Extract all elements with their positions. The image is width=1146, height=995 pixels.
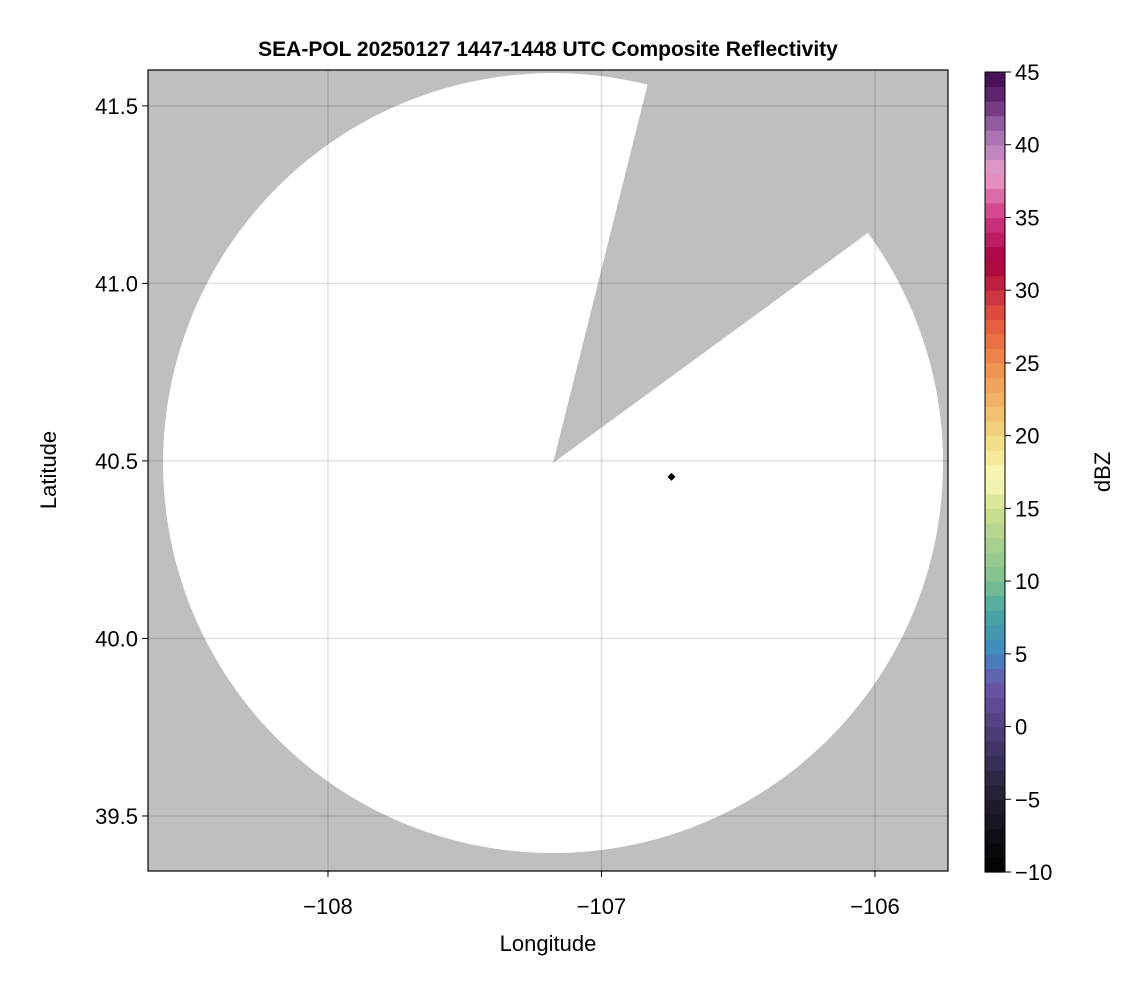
colorbar-bin: [985, 668, 1005, 684]
colorbar-bin: [985, 304, 1005, 320]
colorbar-bin: [985, 493, 1005, 509]
colorbar-bin: [985, 799, 1005, 815]
colorbar-bin: [985, 232, 1005, 248]
x-tick-label: −106: [850, 894, 900, 919]
y-tick-label: 41.5: [95, 94, 138, 119]
colorbar-tick-label: −10: [1015, 860, 1052, 885]
chart-title: SEA-POL 20250127 1447-1448 UTC Composite…: [258, 38, 838, 61]
colorbar-bin: [985, 435, 1005, 451]
colorbar-bin: [985, 610, 1005, 626]
colorbar-bin: [985, 217, 1005, 233]
colorbar-frame: [984, 71, 1006, 873]
colorbar-bin: [985, 784, 1005, 800]
x-tick-label: −108: [303, 894, 353, 919]
colorbar-bin: [985, 450, 1005, 466]
colorbar-tick-label: 15: [1015, 496, 1039, 521]
colorbar-tick-label: 45: [1015, 60, 1039, 85]
colorbar-bin: [985, 682, 1005, 699]
colorbar-bin: [985, 537, 1005, 553]
colorbar-tick-label: 25: [1015, 351, 1039, 376]
colorbar-bin: [985, 712, 1005, 728]
colorbar-bin: [985, 479, 1005, 495]
colorbar-bin: [985, 552, 1005, 568]
y-tick-label: 39.5: [95, 804, 138, 829]
radar-site-marker: [667, 472, 676, 481]
colorbar-bin: [985, 202, 1005, 219]
colorbar-bin: [985, 406, 1005, 422]
colorbar-bin: [985, 581, 1005, 597]
colorbar-bin: [985, 421, 1005, 437]
radar-coverage-area: [163, 73, 944, 854]
colorbar-bin: [985, 72, 1005, 88]
y-tick-label: 41.0: [95, 271, 138, 296]
colorbar-bin: [985, 333, 1005, 349]
colorbar-bin: [985, 828, 1005, 844]
colorbar-tick-label: −5: [1015, 787, 1040, 812]
colorbar-bin: [985, 697, 1005, 713]
colorbar-tick-label: 5: [1015, 642, 1027, 667]
colorbar-bin: [985, 726, 1005, 742]
plot-area: −108 −107 −106 39.5 40.0 40.5 41.0 41.5: [95, 69, 949, 919]
colorbar-bin: [985, 290, 1005, 306]
colorbar-bin: [985, 377, 1005, 393]
x-tick-label: −107: [577, 894, 627, 919]
colorbar: −10 −5 0 5 10 15 20 25 30 35 40 45: [984, 60, 1052, 885]
colorbar-bin: [985, 464, 1005, 480]
colorbar-bin: [985, 188, 1005, 204]
colorbar-bin: [985, 348, 1005, 364]
colorbar-bin: [985, 115, 1005, 131]
colorbar-bin: [985, 653, 1005, 669]
colorbar-bin: [985, 362, 1005, 379]
colorbar-bin: [985, 842, 1005, 859]
plot-frame: [147, 69, 949, 872]
colorbar-bin: [985, 755, 1005, 771]
colorbar-bin: [985, 508, 1005, 524]
y-axis-label: Latitude: [36, 431, 61, 509]
colorbar-bin: [985, 101, 1005, 117]
colorbar-tick-label: 30: [1015, 278, 1039, 303]
colorbar-bin: [985, 173, 1005, 189]
colorbar-bin: [985, 275, 1005, 291]
colorbar-label: dBZ: [1090, 452, 1115, 492]
colorbar-tick-label: 20: [1015, 424, 1039, 449]
colorbar-bin: [985, 159, 1005, 175]
colorbar-tick-label: 35: [1015, 205, 1039, 230]
colorbar-tick-label: 0: [1015, 715, 1027, 740]
colorbar-tick-label: 10: [1015, 569, 1039, 594]
colorbar-bin: [985, 639, 1005, 655]
colorbar-bin: [985, 130, 1005, 146]
colorbar-bin: [985, 741, 1005, 757]
y-tick-label: 40.0: [95, 626, 138, 651]
colorbar-bin: [985, 392, 1005, 408]
y-tick-label: 40.5: [95, 449, 138, 474]
x-axis-label: Longitude: [500, 931, 597, 956]
colorbar-bin: [985, 770, 1005, 786]
colorbar-bin: [985, 246, 1005, 262]
colorbar-bin: [985, 595, 1005, 611]
colorbar-bin: [985, 813, 1005, 829]
colorbar-bin: [985, 86, 1005, 102]
colorbar-tick-label: 40: [1015, 133, 1039, 158]
colorbar-bin: [985, 624, 1005, 640]
colorbar-bin: [985, 857, 1005, 873]
colorbar-bin: [985, 319, 1005, 335]
colorbar-bin: [985, 522, 1005, 539]
colorbar-bin: [985, 144, 1005, 160]
colorbar-bin: [985, 566, 1005, 582]
colorbar-bin: [985, 261, 1005, 277]
